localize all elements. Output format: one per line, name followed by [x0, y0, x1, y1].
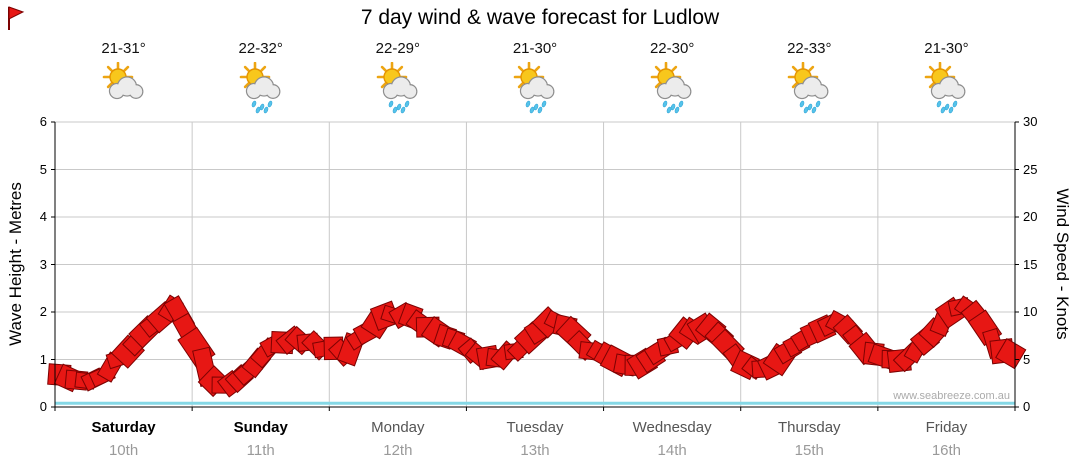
left-tick-label: 3: [39, 256, 47, 272]
day-name: Friday: [925, 419, 968, 436]
day-date: 14th: [657, 442, 687, 459]
day-date: 10th: [108, 442, 139, 459]
left-tick-label: 2: [39, 304, 47, 319]
day-temp-range: 22-32°: [238, 40, 283, 57]
sun-cloud-rain-icon: [371, 61, 425, 116]
day-temp-range: 22-33°: [787, 40, 832, 57]
right-tick-label: 30: [1023, 114, 1038, 129]
day-temp-range: 21-30°: [512, 40, 558, 57]
right-tick-label: 10: [1023, 304, 1038, 319]
day-temp-range: 21-31°: [101, 40, 146, 57]
day-name: Tuesday: [506, 419, 564, 436]
wind-flag-logo-icon: [8, 6, 25, 30]
right-tick-label: 25: [1023, 161, 1038, 177]
day-temp-range: 22-30°: [649, 40, 695, 57]
day-name: Sunday: [233, 419, 288, 436]
left-tick-label: 1: [39, 351, 47, 367]
left-tick-label: 5: [39, 161, 47, 177]
sun-cloud-rain-icon: [234, 61, 288, 116]
right-tick-label: 5: [1023, 351, 1031, 367]
right-tick-label: 0: [1023, 399, 1031, 414]
day-date: 13th: [520, 442, 550, 459]
sun-cloud-rain-icon: [508, 61, 562, 116]
day-name: Monday: [371, 419, 425, 436]
sun-cloud-rain-icon: [782, 61, 836, 116]
left-tick-label: 0: [39, 399, 47, 414]
right-tick-label: 20: [1023, 209, 1038, 224]
day-date: 11th: [246, 442, 275, 459]
day-date: 12th: [383, 442, 413, 459]
left-tick-label: 6: [39, 114, 47, 129]
sun-cloud-rain-icon: [919, 61, 973, 116]
watermark: www.seabreeze.com.au: [893, 390, 1010, 402]
sun-cloud-icon: [97, 61, 151, 116]
day-temp-range: 21-30°: [924, 40, 969, 57]
left-tick-label: 4: [39, 209, 47, 224]
day-date: 16th: [931, 442, 962, 459]
day-name: Thursday: [778, 419, 841, 436]
day-name: Saturday: [91, 419, 156, 436]
right-tick-label: 15: [1023, 256, 1038, 272]
day-date: 15th: [794, 442, 824, 459]
sun-cloud-rain-icon: [645, 61, 699, 116]
day-temp-range: 22-29°: [375, 40, 421, 57]
chart-title: 7 day wind & wave forecast for Ludlow: [360, 6, 720, 29]
day-name: Wednesday: [632, 419, 712, 436]
